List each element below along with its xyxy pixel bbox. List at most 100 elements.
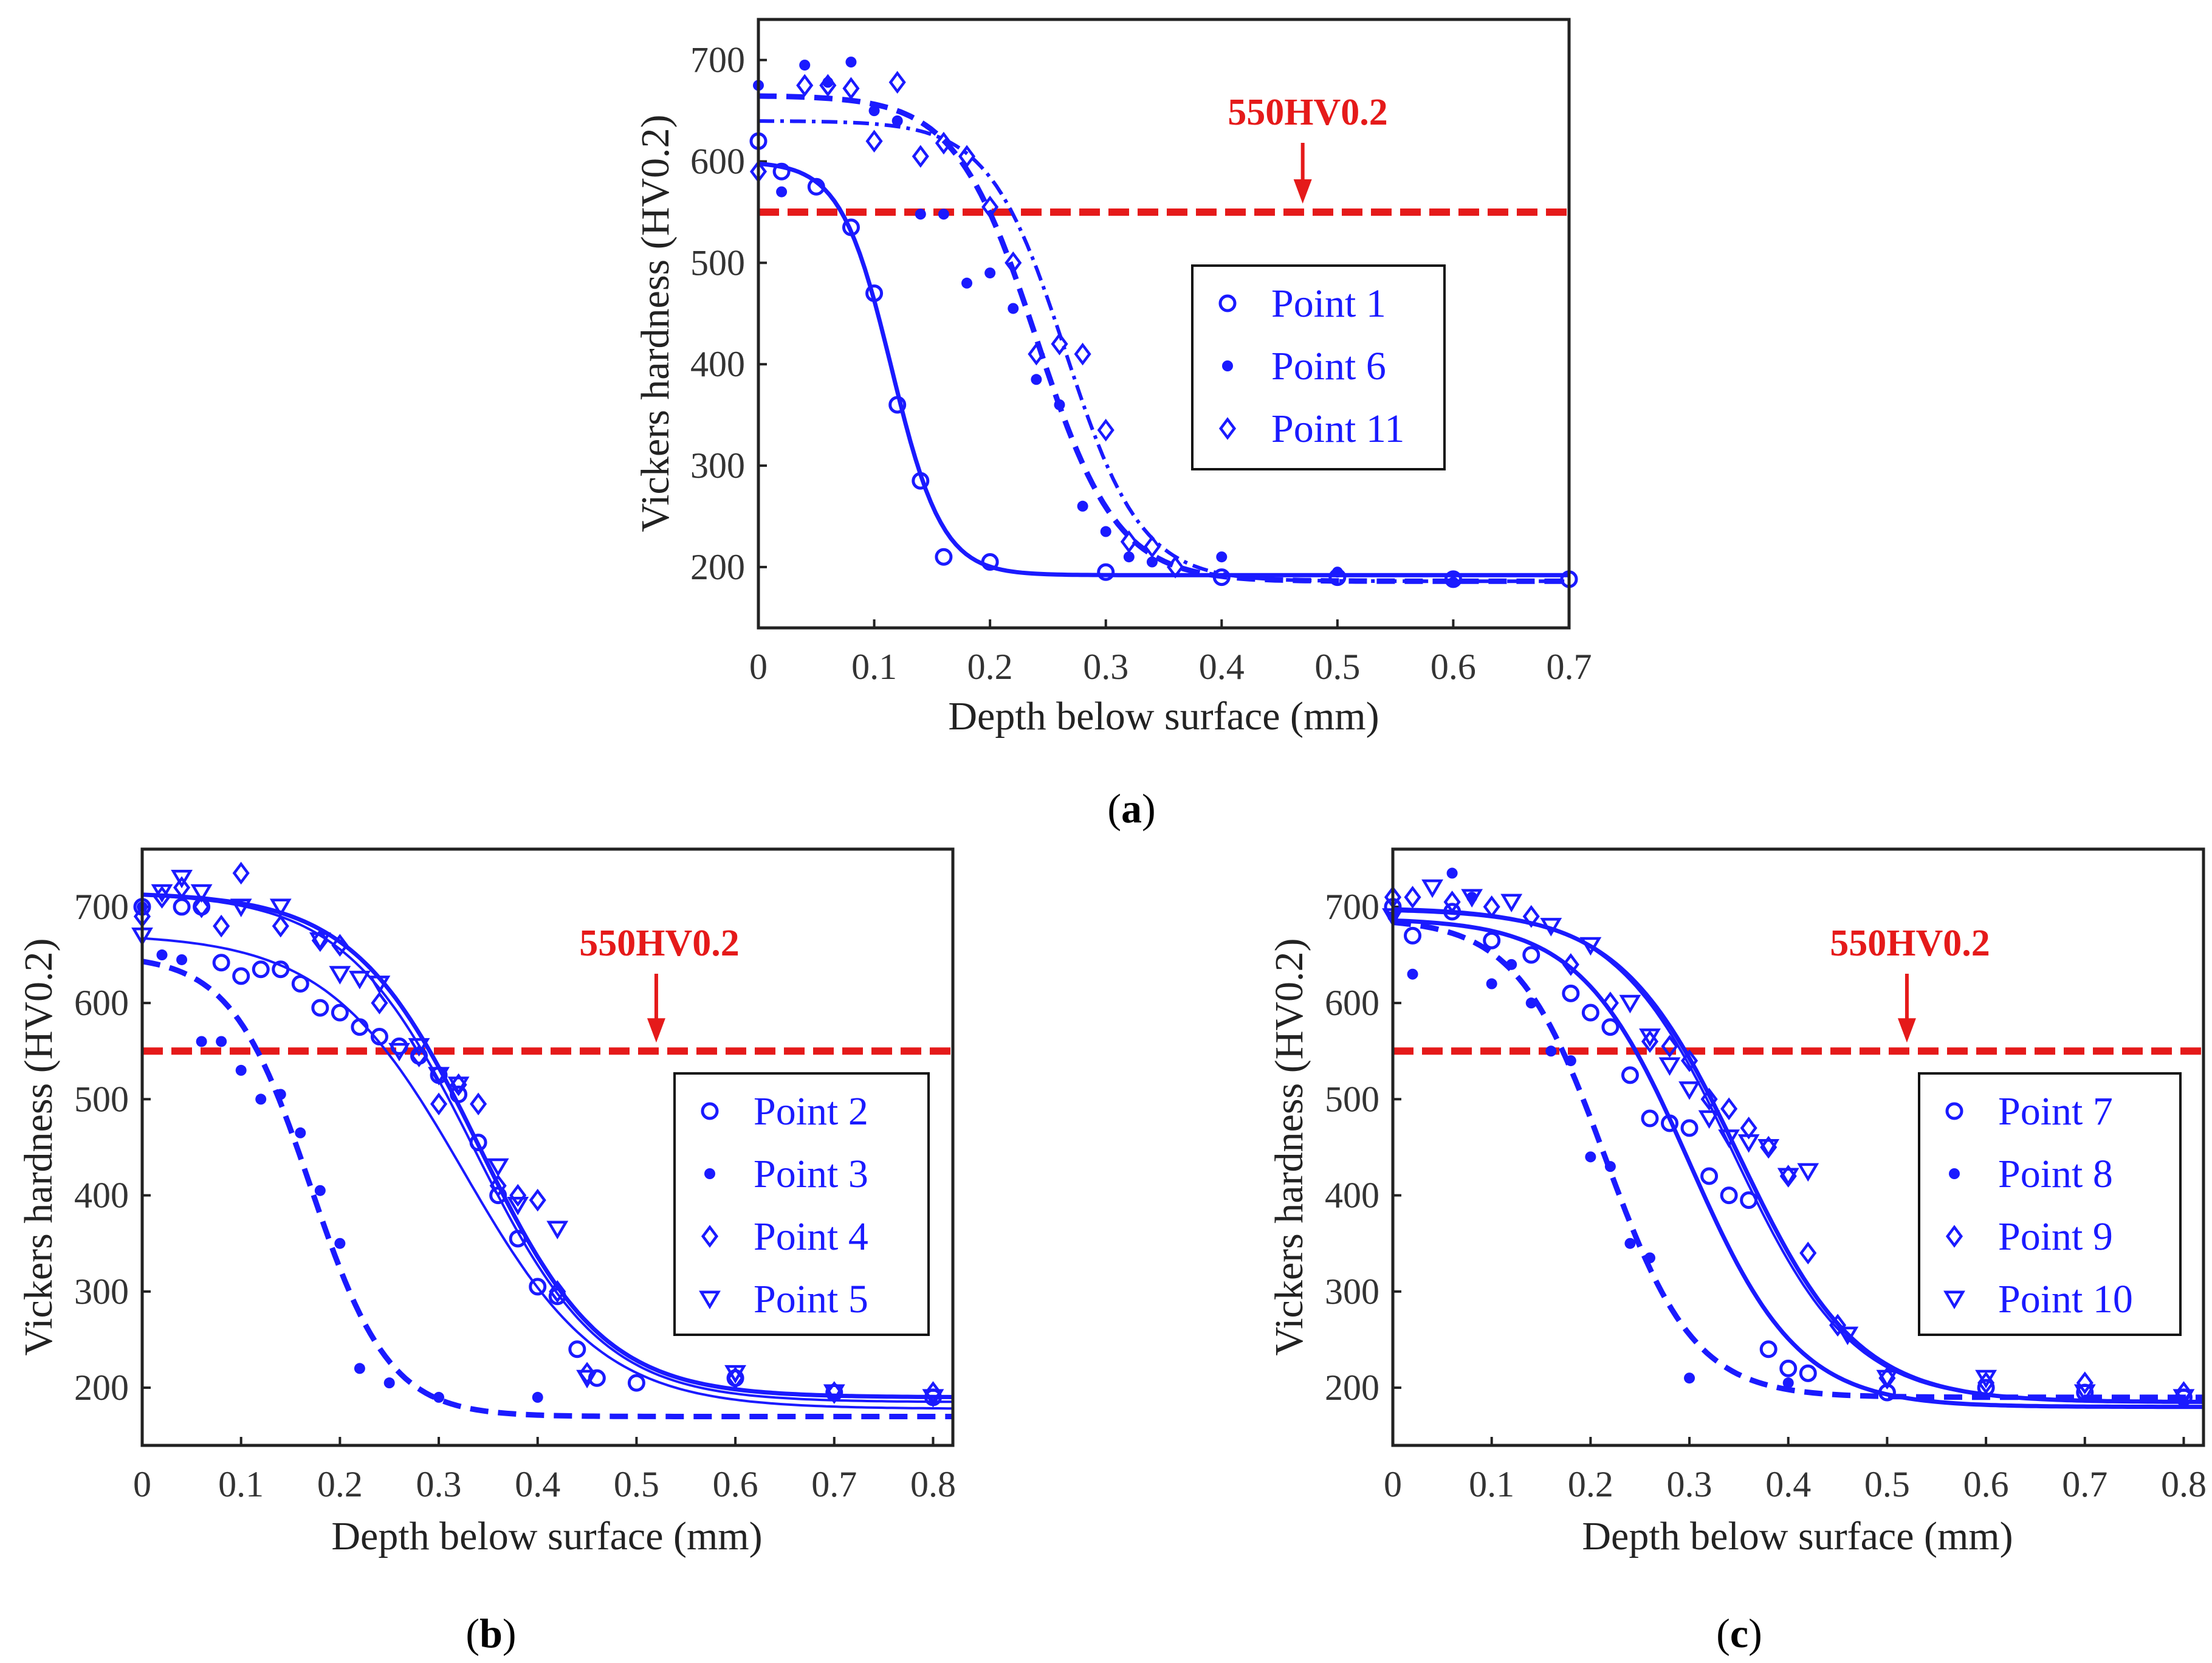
panel-b-series-0-point-3	[212, 954, 230, 972]
panel-a-series-1-point-11	[1008, 303, 1019, 314]
panel-c-series-1-point-2	[1446, 867, 1458, 879]
panel-c-series-0-points	[1384, 898, 2193, 1406]
panel-a-series-2-point-11	[1028, 342, 1045, 366]
panel-a-legend-label-1: Point 6	[1271, 344, 1386, 388]
panel-c-axes-frame	[1391, 847, 2205, 1447]
panel-a-series-2-point-1	[796, 74, 814, 97]
panel-c-series-0-point-17	[1799, 1364, 1817, 1382]
panel-a-reference-label: 550HV0.2	[1228, 92, 1388, 133]
panel-a-series-0-point-8	[981, 553, 999, 571]
caption-a-open: (	[1107, 785, 1121, 831]
panel-c-series-0-point-10	[1661, 1114, 1679, 1132]
panel-a-series-2-point-10	[1005, 251, 1022, 275]
panel-c-series-0-point-1	[1404, 926, 1422, 945]
panel-b-series-2-point-9	[371, 991, 388, 1014]
panel-a-series-2-point-6	[912, 145, 929, 168]
panel-b-series-3-point-7	[329, 966, 351, 985]
panel-a-series-0-point-7	[935, 548, 953, 566]
panel-b-series-0-point-11	[370, 1028, 388, 1046]
panel-b-series-2-points	[133, 861, 942, 1404]
caption-a-close: )	[1142, 785, 1156, 831]
panel-c-series-3-point-17	[1876, 1369, 1898, 1389]
panel-c-series-0-point-3	[1483, 931, 1501, 949]
panel-a-reference-arrow-head	[1293, 179, 1312, 204]
panel-c-x-tick-label-6: 0.6	[1963, 1464, 2009, 1504]
panel-b-series-0-point-10	[351, 1018, 369, 1036]
panel-c-series-3-point-4	[1540, 918, 1562, 937]
panel-b-series-1-point-2	[176, 954, 188, 965]
panel-a-y-tick-label-0: 200	[690, 547, 745, 587]
panel-a-series-1-point-17	[1146, 556, 1158, 568]
panel-b-series-0-point-20	[548, 1287, 566, 1306]
panel-a-series-2-point-16	[1143, 535, 1161, 559]
panel-b-series-3-point-10	[388, 1042, 410, 1062]
panel-c-series-2-point-1	[1404, 886, 1421, 909]
caption-c-letter: c	[1730, 1610, 1748, 1656]
panel-c-series-0-point-4	[1522, 946, 1540, 964]
panel-b-axes-frame	[140, 847, 955, 1447]
panel-c-series-0-point-7	[1601, 1018, 1619, 1036]
panel-b-series-3-point-12	[428, 1067, 450, 1086]
panel-b-series-2-point-14	[489, 1174, 507, 1197]
panel-b-fit-curve-2	[142, 894, 953, 1403]
panel-b-series-0-point-1	[173, 898, 191, 916]
panel-a-series-1-point-7	[915, 208, 926, 220]
panel-c-x-tick-label-5: 0.5	[1864, 1464, 1910, 1504]
panel-b-series-0-point-18	[509, 1230, 527, 1248]
panel-b-reference-arrow-head	[647, 1018, 665, 1043]
panel-c-x-tick-label-1: 0.1	[1469, 1464, 1514, 1504]
panel-c-x-tick-label-0: 0	[1384, 1464, 1402, 1504]
panel-b-series-0-point-7	[291, 975, 309, 993]
panel-b-series-2-point-11	[430, 1092, 448, 1116]
caption-c-close: )	[1748, 1610, 1762, 1656]
panel-a-series-0-point-10	[1212, 568, 1231, 587]
panel-b-series-1-point-6	[255, 1093, 267, 1105]
panel-b-series-3-points	[131, 870, 944, 1408]
panel-b-series-0-point-19	[529, 1278, 547, 1296]
panel-b-series-2-point-3	[193, 895, 210, 918]
panel-b-x-tick-label-4: 0.4	[515, 1464, 560, 1504]
panel-c-reference-label: 550HV0.2	[1830, 923, 1990, 964]
panel-c-series-3-point-11	[1718, 1129, 1740, 1148]
panel-c-series-0-point-13	[1720, 1186, 1738, 1205]
panel-b-series-1-point-9	[314, 1185, 326, 1196]
panel-c-series-3-point-6	[1619, 994, 1641, 1014]
panel-b-x-tick-label-7: 0.7	[811, 1464, 857, 1504]
panel-b-series-3-point-17	[576, 1369, 599, 1389]
panel-a-fit-curve-0	[758, 161, 1569, 577]
panel-b-reference-label: 550HV0.2	[579, 923, 740, 964]
panel-a-series-2-point-8	[958, 145, 976, 168]
panel-c-series-1-point-11	[1624, 1238, 1636, 1249]
panel-a-series-0-point-2	[807, 177, 825, 196]
panel-a-series-1-point-15	[1100, 526, 1111, 537]
panel-b-series-3-point-3	[190, 884, 213, 903]
panel-b-series-3-point-16	[546, 1221, 569, 1240]
panel-b-legend-label-3: Point 5	[754, 1277, 868, 1321]
panel-b-series-1-point-7	[275, 1089, 286, 1100]
panel-c-legend-label-0: Point 7	[1998, 1089, 2113, 1134]
panel-b-x-tick-label-3: 0.3	[416, 1464, 462, 1504]
panel-c-series-3-point-15	[1797, 1163, 1819, 1182]
panel-a-series-1-point-10	[984, 267, 996, 279]
panel-c-series-1-point-8	[1565, 1055, 1576, 1067]
panel-b-series-3-point-1	[151, 884, 173, 903]
panel-b-legend-marker-1	[704, 1168, 715, 1179]
panel-a-x-tick-label-1: 0.1	[851, 647, 897, 687]
panel-c-series-0-point-19	[1977, 1379, 1995, 1397]
panel-c-series-1-point-13	[1684, 1372, 1695, 1384]
panel-a-series-1-point-13	[1054, 399, 1065, 410]
panel-b-series-1-point-12	[383, 1377, 395, 1389]
panel-c-series-2-point-3	[1483, 895, 1500, 918]
panel-c-y-tick-label-4: 600	[1325, 983, 1379, 1023]
panel-c-series-3-point-7	[1639, 1028, 1661, 1047]
panel-b-series-2-point-2	[173, 876, 191, 900]
panel-a-x-tick-label-7: 0.7	[1547, 647, 1592, 687]
panel-a-series-1-point-5	[868, 105, 880, 117]
panel-c-series-1-point-14	[1782, 1377, 1794, 1389]
panel-a-series-1-point-2	[799, 60, 811, 71]
panel-a-series-1-point-9	[961, 277, 973, 289]
panel-a-x-axis-label: Depth below surface (mm)	[948, 694, 1379, 739]
panel-b-y-tick-label-4: 600	[74, 983, 129, 1023]
panel-a-series-2-point-4	[865, 129, 883, 153]
